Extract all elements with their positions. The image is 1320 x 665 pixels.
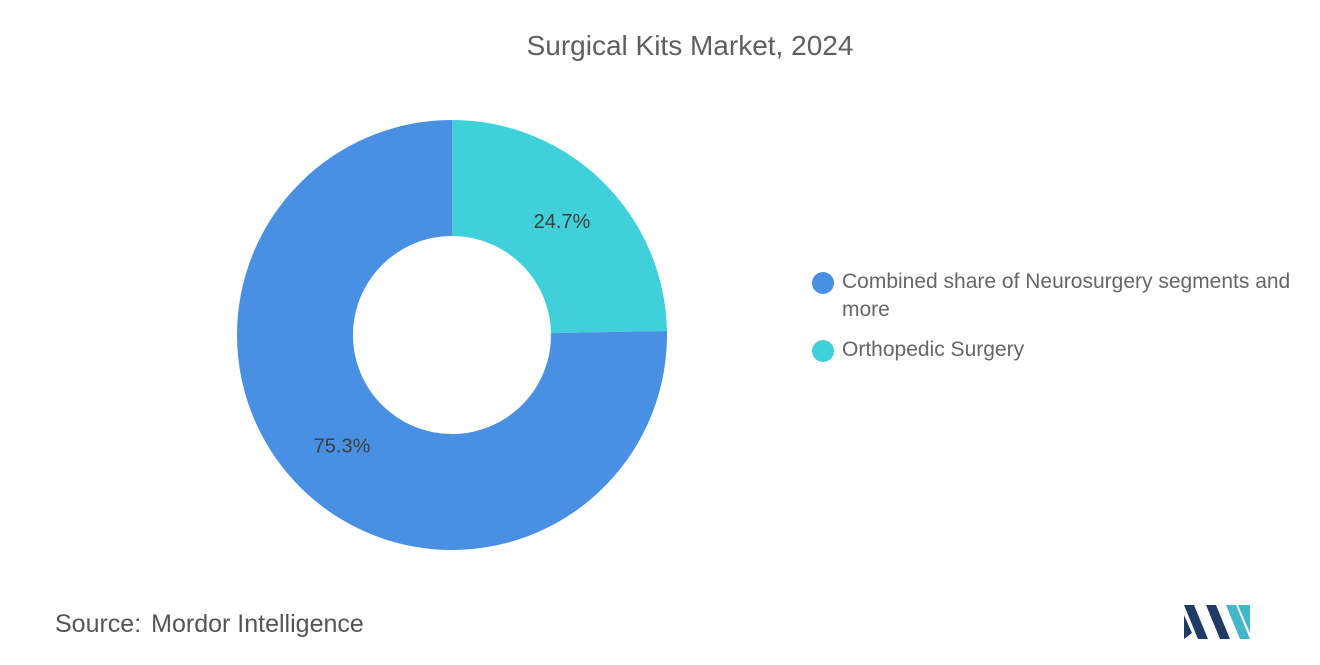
legend-label-neurosurgery: Combined share of Neurosurgery segments … — [842, 270, 1291, 321]
donut-slice-1 — [236, 120, 667, 551]
source-label: Source: — [55, 610, 142, 638]
chart-title: Surgical Kits Market, 2024 — [526, 30, 854, 61]
source-note: Source: Mordor Intelligence — [55, 610, 364, 639]
legend-item-neurosurgery: Combined share of Neurosurgery segments … — [812, 268, 1302, 324]
legend-swatch-orthopedic — [812, 340, 834, 362]
legend-item-orthopedic: Orthopedic Surgery — [812, 336, 1302, 364]
chart-legend: Combined share of Neurosurgery segments … — [812, 268, 1302, 376]
legend-swatch-neurosurgery — [812, 272, 834, 294]
source-text: Mordor Intelligence — [151, 610, 364, 638]
donut-slice-label-0: 24.7% — [534, 211, 591, 233]
donut-slice-0 — [452, 120, 667, 334]
mordor-intelligence-logo-icon — [1184, 605, 1250, 639]
donut-chart: 24.7% 75.3% — [236, 120, 667, 551]
legend-label-orthopedic: Orthopedic Surgery — [842, 338, 1025, 361]
donut-slice-label-1: 75.3% — [314, 435, 371, 457]
